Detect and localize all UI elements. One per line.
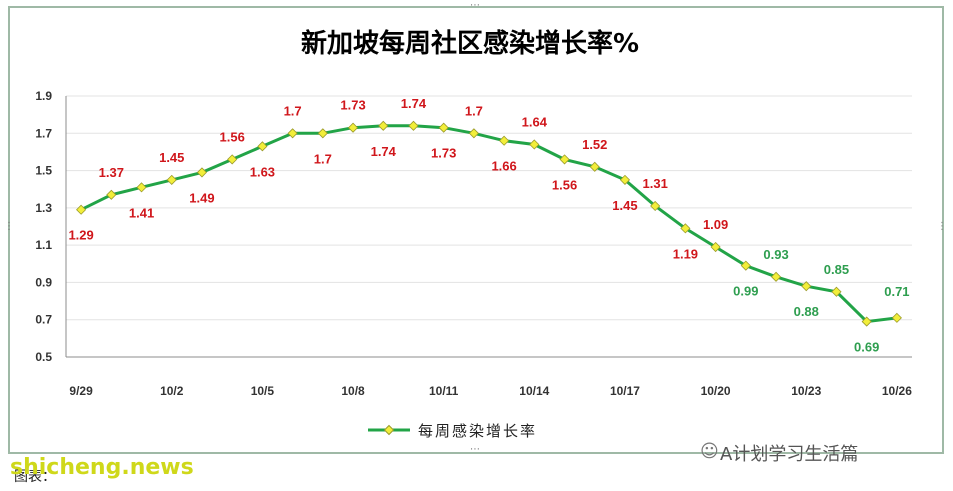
data-label: 0.93 [763, 247, 788, 262]
x-tick-label: 10/2 [160, 384, 184, 398]
resize-handle-right[interactable]: ⋮ [937, 221, 947, 232]
data-point [770, 271, 782, 282]
x-tick-label: 10/14 [519, 384, 549, 398]
y-tick-label: 0.9 [35, 275, 52, 289]
legend: 每周感染增长率 [368, 422, 537, 440]
wechat-icon: ☺ [700, 441, 719, 462]
series-markers [76, 120, 902, 327]
y-tick-label: 1.5 [35, 164, 52, 178]
data-label: 1.73 [340, 98, 365, 113]
data-point [257, 141, 268, 152]
data-label: 1.56 [552, 177, 577, 192]
x-tick-label: 10/20 [701, 384, 731, 398]
data-point [740, 260, 751, 271]
x-tick-label: 10/26 [882, 384, 912, 398]
data-label: 1.41 [129, 205, 154, 220]
data-point [801, 281, 812, 292]
data-label: 1.7 [284, 103, 302, 118]
data-point [559, 154, 570, 165]
data-label: 1.74 [401, 96, 427, 111]
y-tick-label: 0.7 [35, 313, 52, 327]
data-point [166, 174, 177, 185]
data-point [227, 154, 238, 165]
source-text: 图表： [14, 469, 56, 485]
x-tick-label: 10/8 [341, 384, 365, 398]
data-label: 1.73 [431, 146, 456, 161]
data-point [136, 182, 147, 193]
data-point [438, 122, 449, 133]
data-label: 1.66 [491, 159, 516, 174]
x-tick-label: 10/11 [429, 384, 459, 398]
data-point [317, 128, 328, 139]
data-label: 1.31 [643, 176, 668, 191]
data-point [831, 286, 842, 297]
data-point [589, 161, 600, 172]
legend-label: 每周感染增长率 [418, 422, 537, 440]
data-point [378, 120, 389, 131]
data-point [76, 204, 87, 215]
resize-handle-bottom[interactable]: ⋯ [470, 444, 480, 455]
data-point [619, 174, 631, 185]
grid [65, 95, 912, 358]
y-tick-label: 1.3 [35, 201, 52, 215]
data-point [468, 128, 479, 139]
data-label: 0.85 [824, 262, 849, 277]
data-point [891, 312, 902, 323]
data-point [710, 241, 721, 253]
x-tick-label: 9/29 [69, 384, 93, 398]
legend-marker [383, 424, 395, 436]
data-label: 0.71 [884, 284, 909, 299]
y-tick-label: 0.5 [35, 350, 52, 364]
series-line [80, 124, 898, 324]
data-point [347, 122, 359, 133]
data-label: 1.7 [465, 103, 483, 118]
data-label: 0.99 [733, 284, 758, 299]
data-label: 1.29 [68, 228, 93, 243]
data-label: 1.45 [612, 198, 637, 213]
data-point [196, 167, 208, 178]
x-tick-label: 10/5 [251, 384, 275, 398]
data-label: 0.88 [794, 304, 819, 319]
y-axis-ticks: 0.5 0.7 0.9 1.1 1.3 1.5 1.7 1.9 [35, 89, 52, 364]
data-label: 1.7 [314, 151, 332, 166]
data-point [529, 139, 540, 150]
site-watermark: shicheng.news [10, 455, 194, 480]
data-label: 1.09 [703, 217, 728, 232]
data-point [650, 200, 661, 212]
y-tick-label: 1.9 [35, 89, 52, 103]
data-point [106, 189, 117, 200]
data-label: 1.37 [99, 165, 124, 180]
watermark-text: A计划学习生活篇 [720, 444, 859, 465]
resize-handle-top[interactable]: ⋯ [470, 0, 480, 11]
data-label: 1.45 [159, 150, 184, 165]
data-labels: 1.29 1.37 1.41 1.45 1.49 1.56 1.63 1.7 1.7 1.73 1.… [68, 96, 909, 355]
x-tick-label: 10/17 [610, 384, 640, 398]
resize-handle-left[interactable]: ⋮ [4, 221, 14, 232]
data-point [499, 135, 510, 146]
chart-title: 新加坡每周社区感染增长率% [301, 28, 639, 59]
data-point [861, 316, 872, 327]
data-point [287, 128, 298, 139]
y-tick-label: 1.7 [35, 126, 52, 140]
data-label: 1.74 [371, 144, 397, 159]
data-label: 1.56 [220, 129, 245, 144]
x-axis-ticks: 9/29 10/2 10/5 10/8 10/11 10/14 10/17 10/20 10/2… [69, 384, 912, 398]
x-tick-label: 10/23 [791, 384, 821, 398]
chart-frame [8, 6, 944, 454]
data-point [408, 120, 419, 131]
data-label: 1.49 [189, 190, 214, 205]
data-label: 1.52 [582, 137, 607, 152]
y-tick-label: 1.1 [35, 238, 52, 252]
data-point [680, 223, 691, 234]
data-label: 1.64 [522, 114, 548, 129]
data-label: 1.19 [673, 246, 698, 261]
data-label: 0.69 [854, 340, 879, 355]
data-label: 1.63 [250, 164, 275, 179]
